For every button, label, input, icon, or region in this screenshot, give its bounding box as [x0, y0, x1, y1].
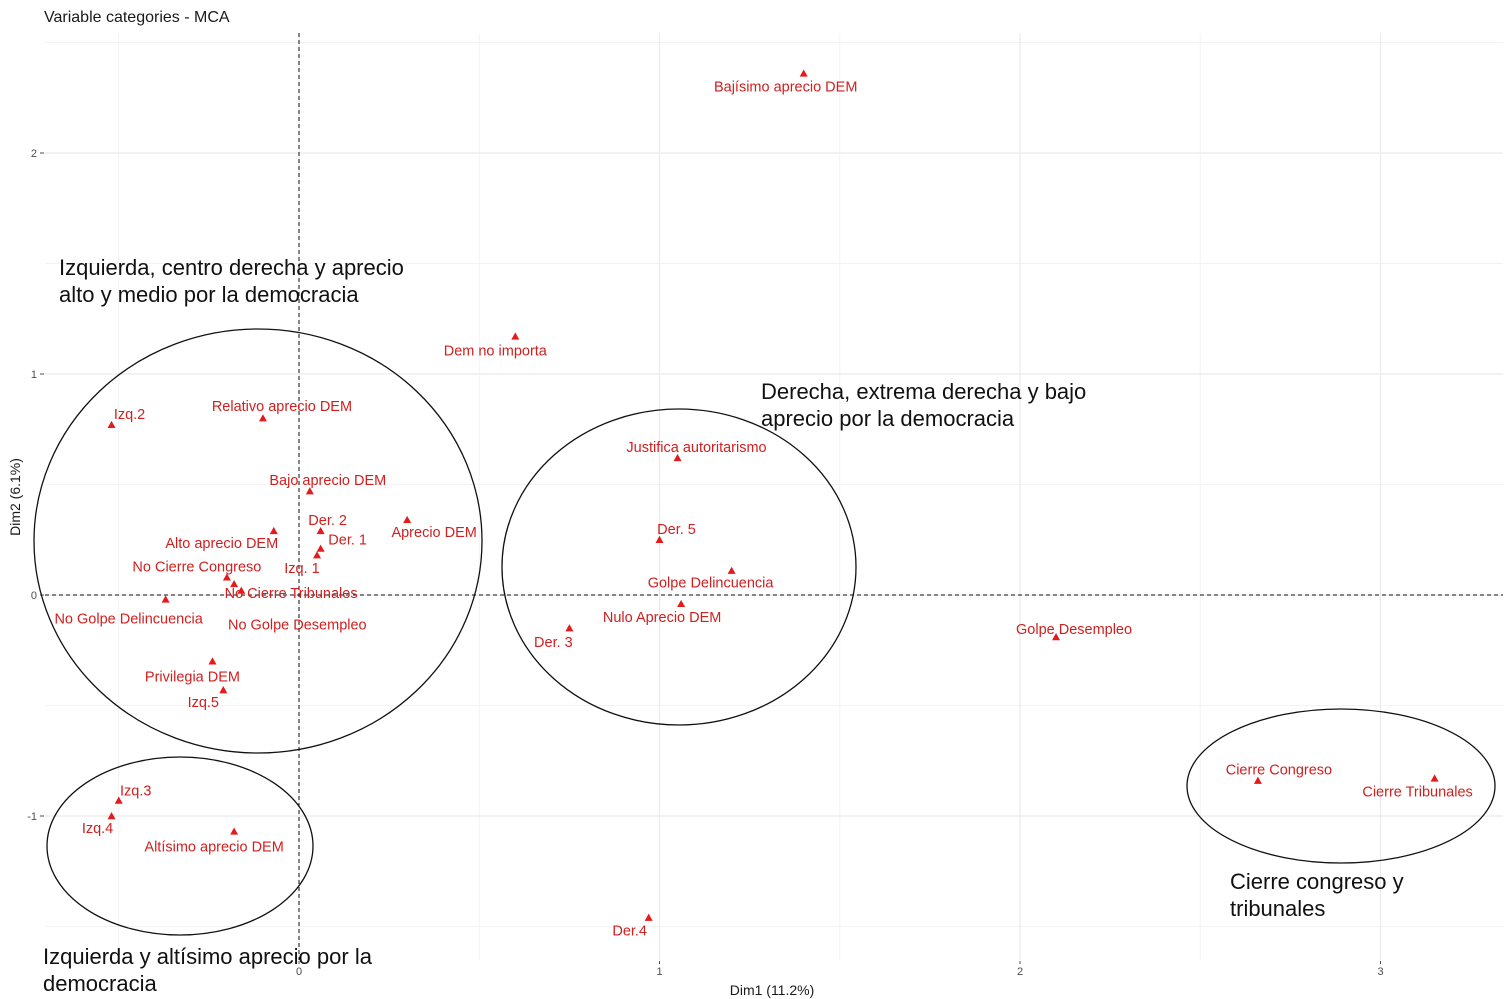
cluster-ellipse: [1186, 708, 1496, 864]
point-label: No Golpe Desempleo: [228, 618, 367, 634]
data-point: [305, 487, 314, 495]
cluster-annotation-line: Cierre congreso y: [1230, 869, 1404, 894]
data-point: [208, 657, 217, 665]
data-point: [107, 420, 116, 429]
x-tick-label: 2: [1017, 966, 1023, 978]
cluster-annotation-line: democracia: [43, 971, 157, 996]
data-point: [219, 686, 228, 694]
cluster-annotation-line: Izquierda y altísimo aprecio por la: [43, 944, 373, 969]
point-label: Altísimo aprecio DEM: [144, 839, 283, 855]
y-tick-label: 1: [31, 369, 37, 381]
data-point: [107, 812, 116, 820]
point-label: Der. 2: [308, 513, 347, 529]
point-label: Golpe Desempleo: [1016, 622, 1132, 638]
reference-lines: [45, 33, 1503, 960]
point-label: Relativo aprecio DEM: [212, 399, 352, 415]
point-label: Izq.4: [82, 821, 113, 837]
point-label: Der. 5: [657, 522, 696, 538]
point-label: Bajísimo aprecio DEM: [714, 79, 857, 95]
y-tick-label: -1: [27, 811, 37, 823]
y-axis-title: Dim2 (6.1%): [7, 458, 23, 536]
cluster-annotation-line: Izquierda, centro derecha y aprecio: [59, 255, 404, 280]
y-tick-label: 2: [31, 148, 37, 160]
point-label: Izq. 1: [284, 561, 319, 577]
point-label: Der. 1: [328, 533, 367, 549]
cluster-annotations: Izquierda, centro derecha y aprecioalto …: [43, 255, 1404, 996]
point-label: Der. 3: [534, 635, 573, 651]
point-label: Izq.5: [188, 695, 219, 711]
cluster-ellipses: [33, 328, 1496, 936]
grid: [45, 33, 1503, 960]
point-label: Izq.3: [120, 784, 151, 800]
point-label: No Cierre Congreso: [132, 559, 261, 575]
point-label: No Cierre Tribunales: [225, 586, 358, 602]
point-label: Justifica autoritarismo: [626, 440, 766, 456]
data-point: [677, 599, 686, 608]
point-label: Nulo Aprecio DEM: [603, 610, 721, 626]
data-point: [655, 535, 664, 543]
data-point: [316, 526, 325, 535]
point-label: Izq.2: [114, 407, 145, 423]
data-point: [403, 515, 412, 524]
x-tick-label: 0: [296, 966, 302, 978]
data-point: [727, 566, 736, 574]
cluster-annotation-line: alto y medio por la democracia: [59, 282, 359, 307]
point-label: Privilegia DEM: [145, 669, 240, 685]
data-point: [1253, 776, 1262, 784]
data-point: [237, 586, 246, 594]
point-label: Alto aprecio DEM: [165, 536, 278, 552]
y-tick-label: 0: [31, 590, 37, 602]
data-point: [313, 551, 322, 559]
x-tick-label: 3: [1377, 966, 1383, 978]
chart-title: Variable categories - MCA: [44, 9, 230, 26]
tick-labels: 0 1 2 3 -1 0 1 2: [27, 148, 1383, 978]
data-point: [114, 796, 123, 804]
cluster-ellipse: [501, 408, 857, 726]
data-point: [222, 573, 231, 581]
point-label: Dem no importa: [444, 343, 548, 359]
data-point: [511, 332, 520, 340]
data-point: [316, 544, 325, 552]
x-axis-title: Dim1 (11.2%): [730, 982, 815, 998]
point-label: Bajo aprecio DEM: [269, 473, 386, 489]
data-point: [161, 595, 170, 603]
x-tick-label: 1: [656, 966, 662, 978]
data-point: [644, 913, 653, 921]
data-points: Bajísimo aprecio DEM Dem no importa Izq.2 R…: [54, 69, 1473, 940]
data-point: [1430, 774, 1439, 782]
data-point: [673, 453, 682, 462]
cluster-ellipse: [46, 756, 314, 936]
point-label: Cierre Congreso: [1226, 763, 1332, 779]
data-point: [269, 526, 278, 535]
point-label: Der.4: [612, 924, 647, 940]
cluster-annotation-line: aprecio por la democracia: [761, 406, 1015, 431]
data-point: [258, 414, 267, 422]
point-label: Cierre Tribunales: [1362, 784, 1472, 800]
data-point: [230, 579, 239, 588]
cluster-annotation-line: Derecha, extrema derecha y bajo: [761, 379, 1086, 404]
data-point: [799, 69, 808, 77]
data-point: [230, 827, 239, 835]
point-label: Golpe Delincuencia: [648, 576, 775, 592]
data-point: [565, 624, 574, 632]
cluster-ellipse: [33, 328, 483, 754]
point-label: No Golpe Delincuencia: [54, 611, 203, 627]
data-point: [1052, 632, 1061, 641]
point-label: Aprecio DEM: [391, 525, 476, 541]
cluster-annotation-line: tribunales: [1230, 896, 1325, 921]
